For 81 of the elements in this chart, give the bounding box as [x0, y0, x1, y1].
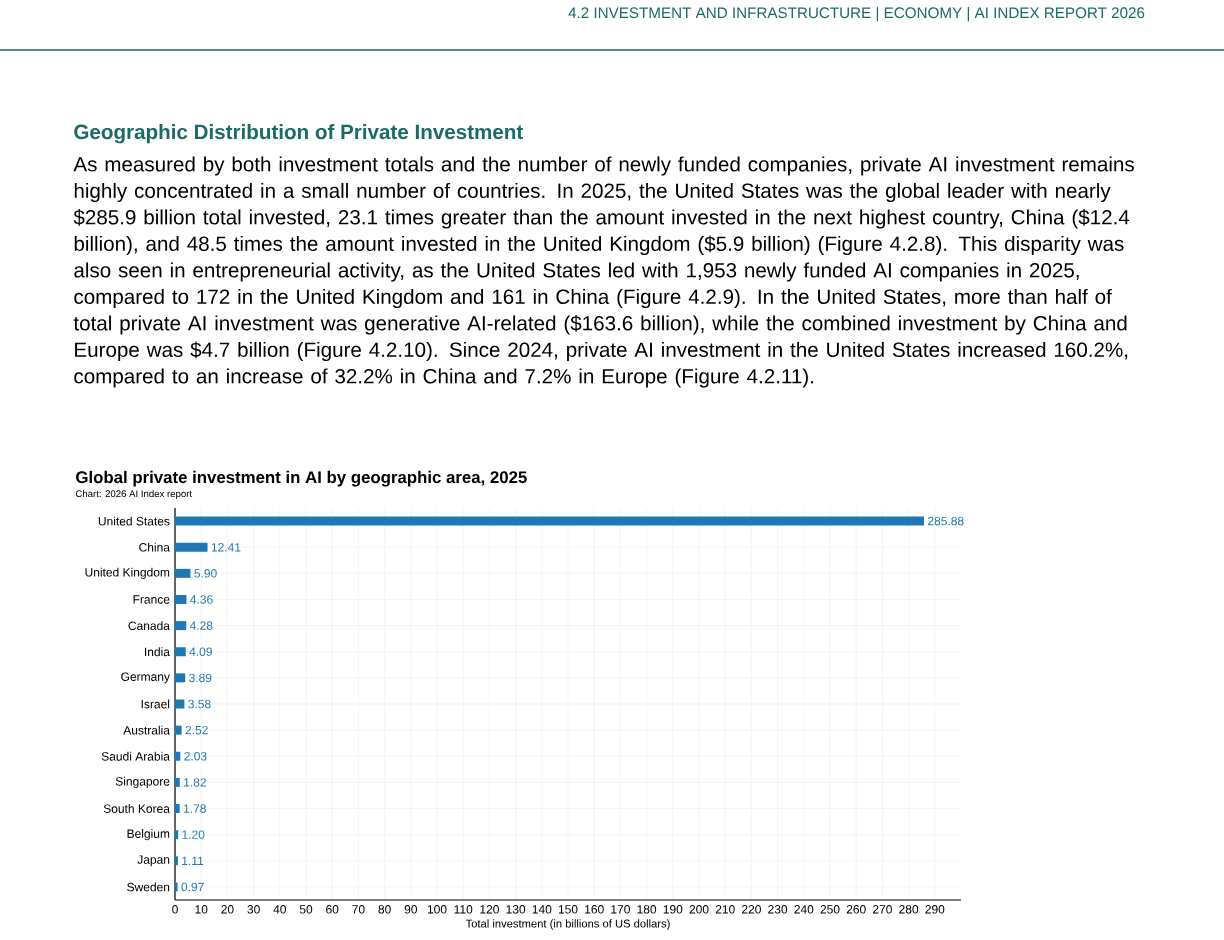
y-tick-label: Canada: [128, 621, 170, 631]
x-tick-label: 40: [273, 905, 287, 914]
chart-title: Global private investment in AI by geographic area, 2025: [76, 470, 527, 487]
y-tick-label: United Kingdom: [85, 567, 170, 579]
data-label: 1.82: [184, 778, 206, 787]
data-label: 285.88: [928, 516, 964, 526]
y-tick-label: Belgium: [127, 829, 170, 841]
x-tick-label: 250: [820, 905, 840, 914]
y-tick-label: India: [145, 647, 170, 657]
y-tick-label: United States: [98, 516, 170, 526]
data-label: 12.41: [211, 543, 241, 552]
x-tick-label: 100: [427, 905, 447, 914]
bar: [175, 751, 181, 761]
x-tick-label: 110: [454, 905, 473, 914]
y-tick-label: China: [139, 542, 170, 552]
data-label: 3.89: [189, 673, 212, 683]
data-label: 4.28: [189, 621, 213, 630]
x-tick-label: 280: [899, 905, 919, 914]
bar: [175, 647, 186, 657]
y-tick-label: Germany: [121, 672, 170, 684]
x-tick-label: 20: [221, 905, 234, 914]
y-tick-label: France: [133, 595, 170, 604]
x-tick-label: 160: [585, 905, 604, 914]
x-tick-label: 150: [558, 905, 578, 914]
data-label: 2.52: [185, 725, 208, 735]
text: 4.2 INVESTMENT AND INFRASTRUCTURE | ECONOMY | AI INDEX REPORT 2026: [568, 6, 1145, 22]
data-label: 2.03: [184, 752, 207, 761]
x-tick-label: 220: [742, 905, 761, 914]
x-tick-label: 60: [326, 905, 339, 914]
y-tick-label: Japan: [137, 855, 170, 867]
y-tick-label: Australia: [123, 725, 170, 735]
x-tick-label: 200: [689, 905, 709, 914]
x-tick-label: 0: [172, 905, 178, 914]
bar: [175, 777, 180, 787]
x-axis-title: Total investment (in billions of US dollars): [465, 919, 670, 930]
bar: [175, 882, 178, 892]
bar: [175, 568, 191, 578]
x-tick-label: 140: [532, 905, 552, 914]
bar: [175, 594, 187, 604]
bar: [175, 516, 925, 526]
x-tick-label: 10: [195, 905, 208, 914]
x-tick-label: 180: [637, 905, 657, 914]
bar: [175, 830, 179, 840]
text: Geographic Distribution of Private Investment: [74, 124, 523, 144]
x-tick-label: 210: [715, 905, 735, 914]
y-tick-label: South Korea: [103, 804, 170, 813]
x-tick-label: 80: [378, 905, 391, 914]
bar: [175, 804, 180, 814]
x-tick-label: 260: [846, 905, 866, 914]
text: As measured by both investment totals and the number of newly funded companies, private AI investment remains highly concentrated in a small number of countries. In 2025, the United States was the global leader with nearly $285.9 billion total invested, 23.1 times greater than the amount invested in the next highest country, China ($12.4 billion), and 48.5 times the amount invested in the United Kingdom ($5.9 billion) (Figure 4.2.8). This disparity was also seen in entrepreneurial activity, as the United States led with 1,953 newly funded AI companies in 2025, compared to 172 in the United Kingdom and 161 in China (Figure 4.2.9). In the United States, more than half of total private AI investment was generative AI-related ($163.6 billion), while the combined investment by China and Europe was $4.7 billion (Figure 4.2.10). Since 2024, private AI investment in the United States increased 160.2%, compared to an increase of 32.2% in China and 7.2% in Europe (Figure 4.2.11).: [73, 156, 1134, 388]
data-label: 1.20: [182, 830, 205, 839]
data-label: 4.36: [190, 595, 213, 604]
x-tick-label: 270: [873, 905, 892, 914]
x-tick-label: 90: [404, 905, 418, 914]
bar: [175, 699, 185, 709]
data-label: 1.11: [182, 856, 204, 865]
y-tick-label: Saudi Arabia: [101, 751, 170, 761]
data-label: 4.09: [189, 647, 212, 656]
data-label: 5.90: [194, 569, 217, 578]
data-label: 3.58: [188, 699, 211, 709]
data-label: 0.97: [181, 882, 204, 892]
x-tick-label: 30: [247, 905, 260, 914]
y-tick-label: Singapore: [115, 776, 170, 788]
bar: [175, 725, 182, 735]
x-tick-label: 230: [768, 905, 788, 914]
x-tick-label: 170: [611, 905, 630, 914]
bar: [175, 856, 178, 866]
x-tick-label: 240: [794, 905, 814, 914]
bar: [175, 621, 187, 631]
x-tick-label: 290: [925, 905, 945, 914]
chart-subtitle: Chart: 2026 AI Index report: [75, 490, 193, 499]
x-tick-label: 120: [480, 905, 499, 914]
bar: [175, 542, 208, 552]
x-tick-label: 70: [352, 905, 365, 914]
data-label: 1.78: [183, 804, 206, 813]
x-tick-label: 130: [506, 905, 526, 914]
y-tick-label: Israel: [141, 699, 170, 709]
x-tick-label: 190: [663, 905, 683, 914]
bar: [175, 673, 186, 683]
y-tick-label: Sweden: [127, 882, 170, 892]
x-tick-label: 50: [299, 905, 313, 914]
